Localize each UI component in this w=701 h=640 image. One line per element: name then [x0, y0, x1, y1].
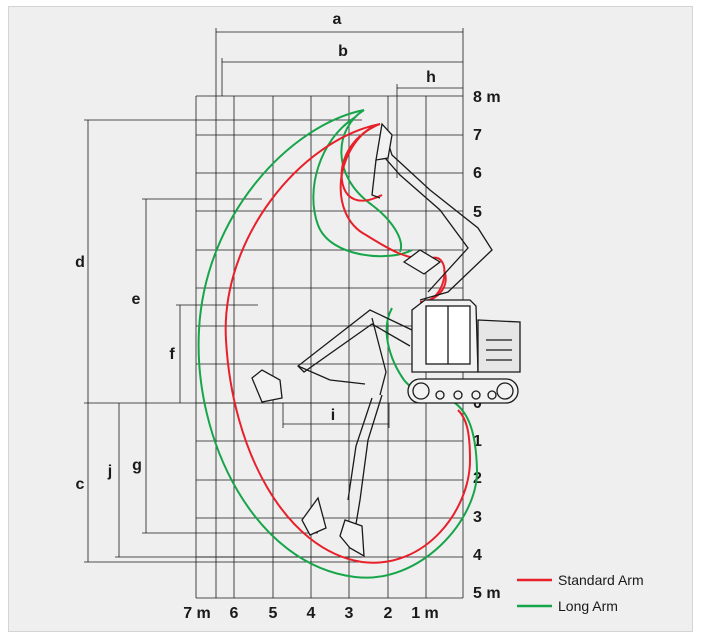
grid [195, 95, 464, 599]
x-label-6: 6 [230, 605, 239, 622]
y-label-5m: 5 m [473, 585, 501, 602]
x-label-5: 5 [269, 605, 278, 622]
x-label-1m: 1 m [411, 605, 439, 622]
legend-label-long-arm: Long Arm [558, 598, 618, 614]
x-label-7m: 7 m [183, 605, 211, 622]
y-label-6: 6 [473, 165, 482, 182]
dim-label-f: f [169, 346, 175, 363]
x-axis-labels: 7 m 6 5 4 3 2 1 m [183, 605, 439, 622]
dim-label-j: j [107, 463, 112, 480]
y-label-1: 1 [473, 433, 482, 450]
dim-label-c: c [76, 476, 85, 493]
y-label-5: 5 [473, 204, 482, 221]
dim-label-d: d [75, 254, 85, 271]
y-label-4: 4 [473, 547, 482, 564]
x-label-2: 2 [384, 605, 393, 622]
dim-label-g: g [132, 457, 142, 474]
dim-label-i: i [331, 407, 335, 424]
excavator-machine [251, 122, 521, 558]
dimension-letters: a b h d e f i c j g [75, 11, 436, 493]
y-label-8m: 8 m [473, 89, 501, 106]
x-label-4: 4 [307, 605, 316, 622]
dim-label-e: e [132, 291, 141, 308]
dim-label-b: b [338, 43, 348, 60]
x-label-3: 3 [345, 605, 354, 622]
dim-label-h: h [426, 69, 436, 86]
dimension-lines [84, 28, 470, 563]
y-label-3: 3 [473, 509, 482, 526]
dim-label-a: a [333, 11, 342, 28]
legend-label-standard-arm: Standard Arm [558, 572, 644, 588]
y-label-7: 7 [473, 127, 482, 144]
legend: Standard Arm Long Arm [517, 572, 644, 614]
